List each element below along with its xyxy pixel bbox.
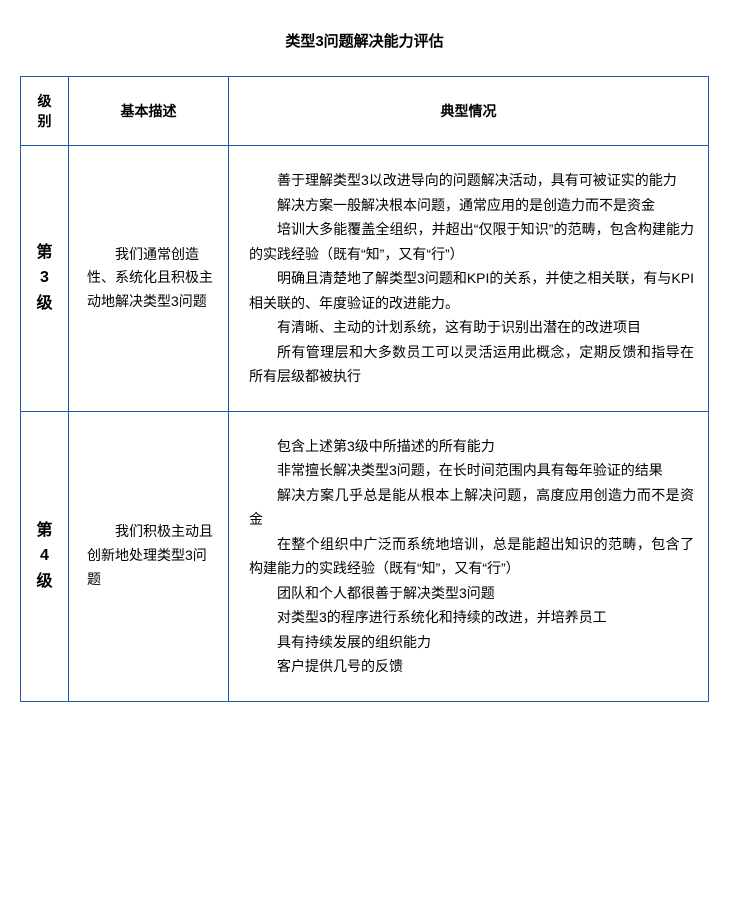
assessment-table: 级别 基本描述 典型情况 第 3 级 我们通常创造性、系统化且积极主动地解决类型…	[20, 76, 709, 702]
level-char: 3	[31, 265, 58, 291]
description-cell-3: 我们通常创造性、系统化且积极主动地解决类型3问题	[69, 146, 229, 412]
situation-item: 包含上述第3级中所描述的所有能力	[249, 434, 694, 459]
level-char: 级	[31, 291, 58, 317]
situation-item: 所有管理层和大多数员工可以灵活运用此概念，定期反馈和指导在所有层级都被执行	[249, 340, 694, 389]
situation-item: 团队和个人都很善于解决类型3问题	[249, 581, 694, 606]
situation-item: 有清晰、主动的计划系统，这有助于识别出潜在的改进项目	[249, 315, 694, 340]
table-row: 第 3 级 我们通常创造性、系统化且积极主动地解决类型3问题 善于理解类型3以改…	[21, 146, 709, 412]
situation-item: 非常擅长解决类型3问题，在长时间范围内具有每年验证的结果	[249, 458, 694, 483]
table-header-row: 级别 基本描述 典型情况	[21, 77, 709, 146]
description-cell-4: 我们积极主动且创新地处理类型3问题	[69, 411, 229, 701]
situation-item: 培训大多能覆盖全组织，并超出“仅限于知识”的范畴，包含构建能力的实践经验（既有“…	[249, 217, 694, 266]
level-cell-4: 第 4 级	[21, 411, 69, 701]
level-cell-3: 第 3 级	[21, 146, 69, 412]
situation-cell-4: 包含上述第3级中所描述的所有能力 非常擅长解决类型3问题，在长时间范围内具有每年…	[229, 411, 709, 701]
level-char: 4	[31, 543, 58, 569]
situation-item: 明确且清楚地了解类型3问题和KPI的关系，并使之相关联，有与KPI相关联的、年度…	[249, 266, 694, 315]
situation-item: 客户提供几号的反馈	[249, 654, 694, 679]
level-char: 第	[31, 518, 58, 544]
level-char: 第	[31, 240, 58, 266]
level-char: 级	[31, 569, 58, 595]
situation-item: 解决方案一般解决根本问题，通常应用的是创造力而不是资金	[249, 193, 694, 218]
situation-item: 具有持续发展的组织能力	[249, 630, 694, 655]
situation-item: 对类型3的程序进行系统化和持续的改进，并培养员工	[249, 605, 694, 630]
header-description: 基本描述	[69, 77, 229, 146]
situation-item: 善于理解类型3以改进导向的问题解决活动，具有可被证实的能力	[249, 168, 694, 193]
situation-item: 解决方案几乎总是能从根本上解决问题，高度应用创造力而不是资金	[249, 483, 694, 532]
situation-cell-3: 善于理解类型3以改进导向的问题解决活动，具有可被证实的能力 解决方案一般解决根本…	[229, 146, 709, 412]
header-situation: 典型情况	[229, 77, 709, 146]
situation-item: 在整个组织中广泛而系统地培训，总是能超出知识的范畴，包含了构建能力的实践经验（既…	[249, 532, 694, 581]
table-row: 第 4 级 我们积极主动且创新地处理类型3问题 包含上述第3级中所描述的所有能力…	[21, 411, 709, 701]
page-title: 类型3问题解决能力评估	[20, 30, 709, 51]
header-level: 级别	[21, 77, 69, 146]
